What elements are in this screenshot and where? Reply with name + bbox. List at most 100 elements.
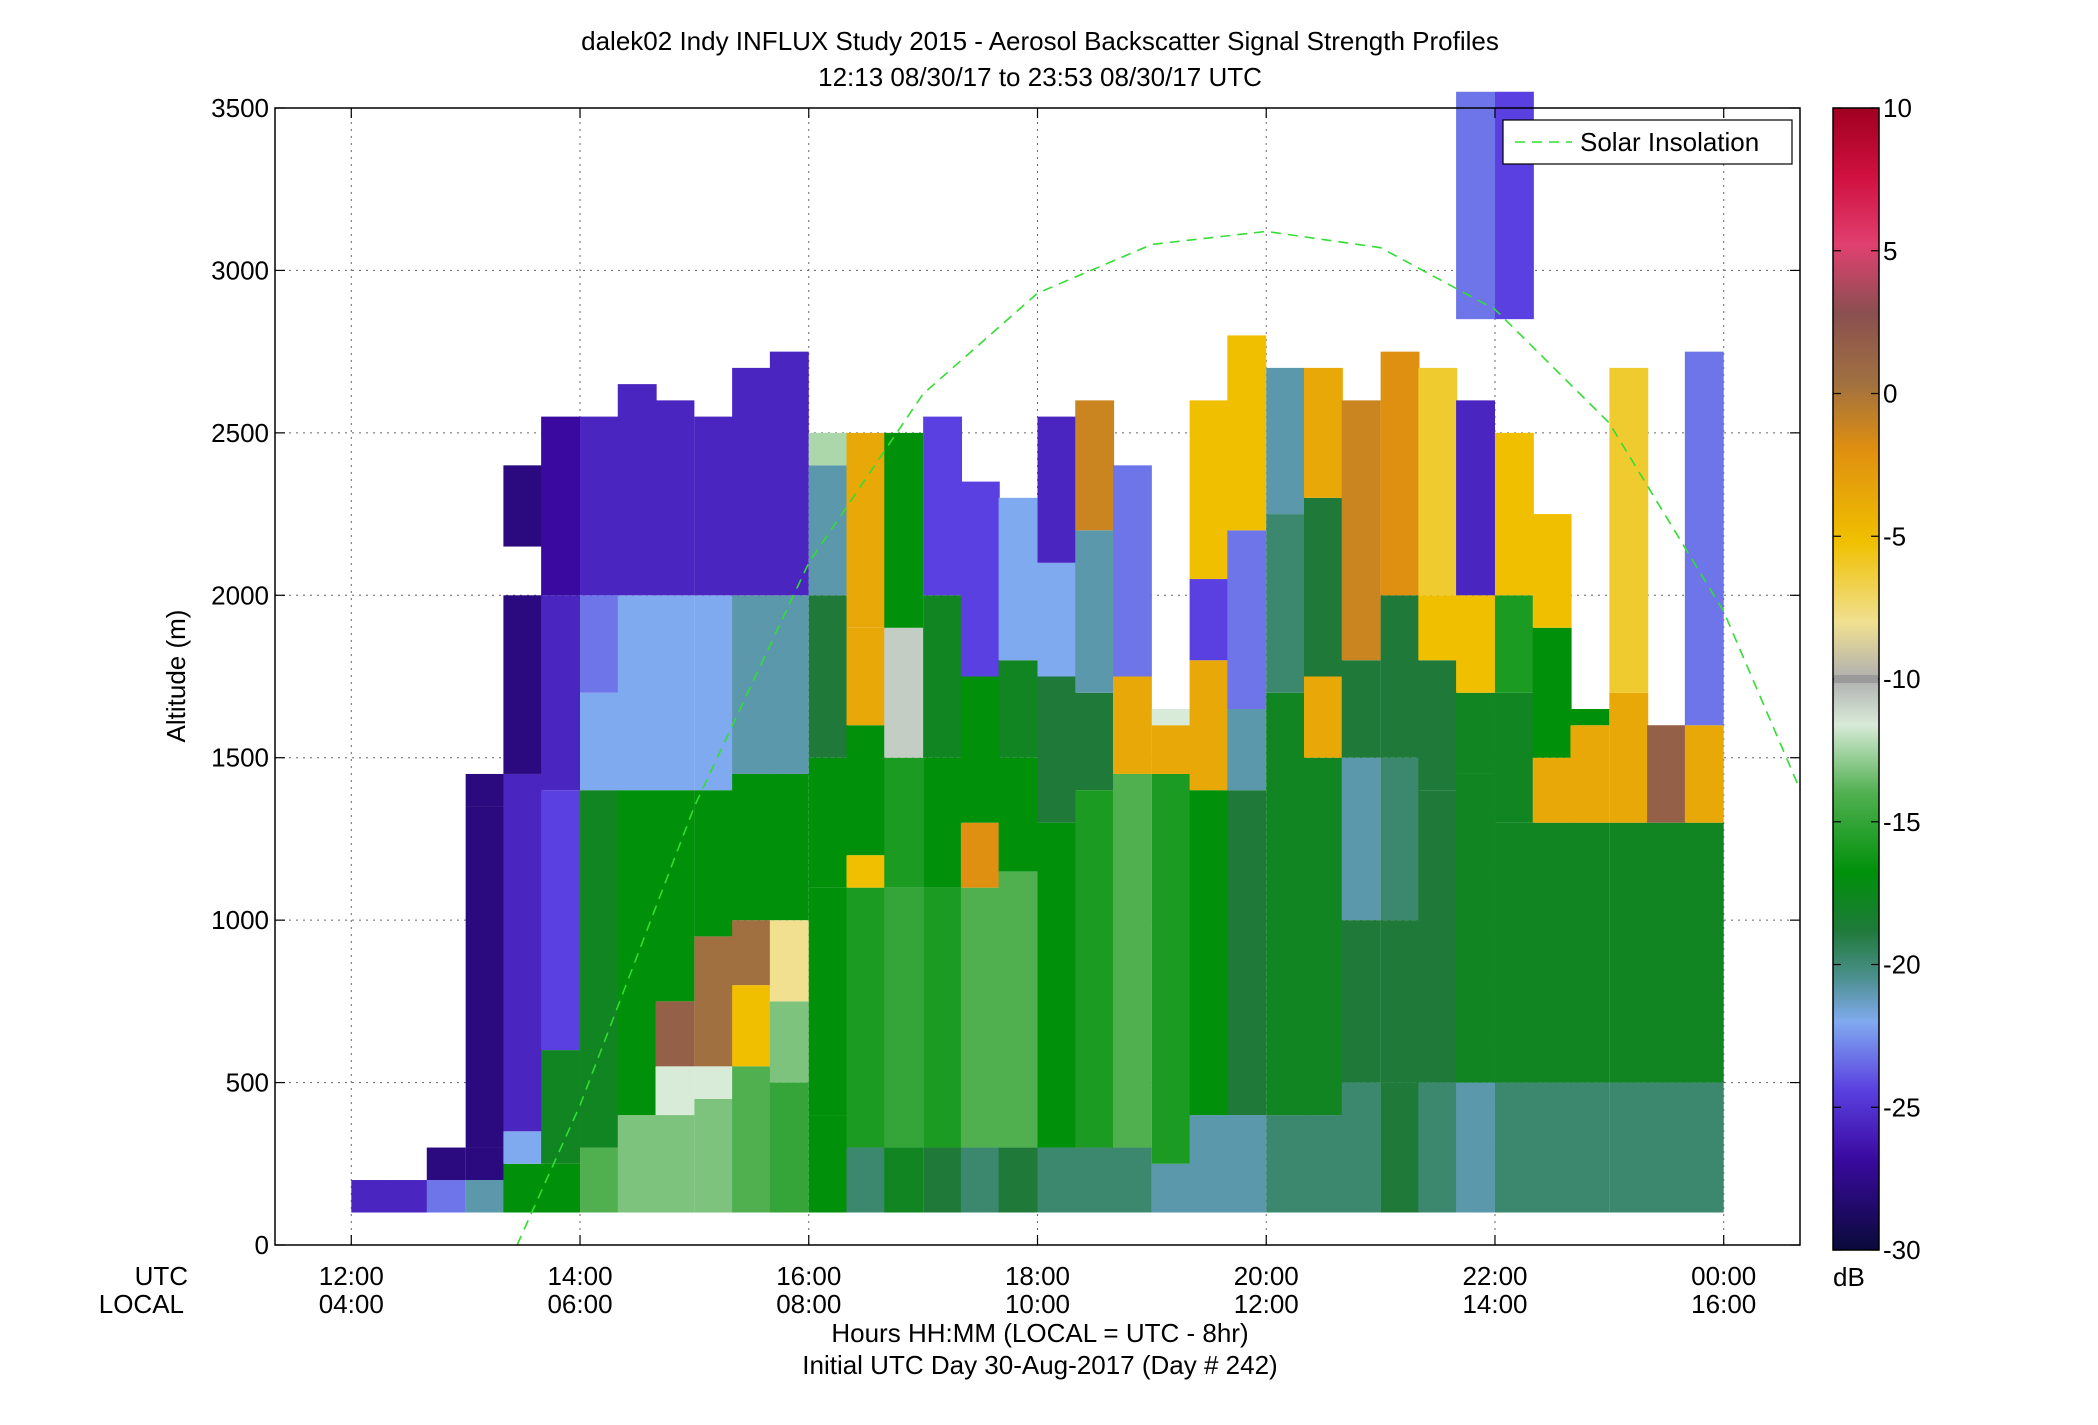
heatmap-cell xyxy=(1418,367,1458,596)
heatmap-cell xyxy=(580,416,619,596)
colorbar-ticks: 10 5 0 -5 -10 -15 -20 -25 -30 xyxy=(1833,93,1921,1265)
heatmap-cell xyxy=(655,790,695,1002)
heatmap-cell xyxy=(1532,627,1572,758)
heatmap-cell xyxy=(1037,416,1077,563)
heatmap-cell xyxy=(1037,1147,1077,1213)
heatmap-cell xyxy=(923,887,963,1148)
heatmap-cell xyxy=(1303,497,1343,677)
heatmap-cell xyxy=(1189,579,1229,661)
heatmap-cell xyxy=(503,595,543,774)
heatmap-cell xyxy=(655,1066,695,1116)
heatmap-cell xyxy=(1189,660,1229,791)
heatmap-cell xyxy=(465,1180,505,1213)
heatmap-cell xyxy=(960,676,1000,823)
y-tick-label: 3500 xyxy=(211,93,269,123)
heatmap-cell xyxy=(1380,595,1420,758)
heatmap-cell xyxy=(1151,725,1191,774)
heatmap-cell xyxy=(1532,514,1572,628)
heatmap-cell xyxy=(732,595,772,774)
heatmap-cell xyxy=(1112,676,1152,774)
heatmap-cell xyxy=(1609,1082,1649,1213)
legend-label-solar: Solar Insolation xyxy=(1580,127,1759,157)
heatmap-cell xyxy=(732,1066,772,1213)
heatmap-cell xyxy=(769,773,809,921)
heatmap-cell xyxy=(1189,790,1229,1116)
heatmap-cell xyxy=(846,725,886,856)
heatmap-cell xyxy=(846,1147,886,1213)
heatmap-cell xyxy=(655,595,695,791)
heatmap-cell xyxy=(1037,822,1077,1148)
heatmap-cell xyxy=(1341,757,1381,921)
heatmap-cell xyxy=(1227,1115,1267,1213)
heatmap-cell xyxy=(1341,400,1381,661)
heatmap-cell xyxy=(1684,822,1724,1083)
x-tick-label-utc: 12:00 xyxy=(319,1261,384,1291)
x-axis-label: Hours HH:MM (LOCAL = UTC - 8hr) xyxy=(831,1318,1248,1348)
heatmap-cell xyxy=(426,1180,466,1213)
heatmap-cell xyxy=(960,822,1000,888)
heatmap-cell xyxy=(1456,692,1495,774)
heatmap-cell xyxy=(617,790,657,1116)
x-tick-label-local: 14:00 xyxy=(1462,1289,1527,1319)
colorbar-tick-label: -30 xyxy=(1883,1235,1921,1265)
heatmap-cell xyxy=(617,595,657,791)
heatmap-cell xyxy=(503,1131,543,1164)
x-row-label-local: LOCAL xyxy=(99,1289,184,1319)
heatmap-cell xyxy=(998,497,1038,661)
heatmap-cell xyxy=(846,627,886,726)
y-tick-label: 0 xyxy=(255,1230,269,1260)
heatmap-cell xyxy=(1609,692,1649,823)
heatmap-cell xyxy=(580,595,619,693)
x-tick-label-utc: 00:00 xyxy=(1691,1261,1756,1291)
heatmap-cell xyxy=(351,1180,391,1213)
heatmap-cell xyxy=(1380,757,1420,921)
heatmap-cell xyxy=(1570,1082,1610,1213)
heatmap-cell xyxy=(998,1147,1038,1213)
heatmap-cell xyxy=(1151,708,1191,726)
heatmap-cell xyxy=(1532,822,1572,1083)
x-row-label-utc: UTC xyxy=(135,1261,188,1291)
heatmap-cell xyxy=(923,757,963,888)
heatmap-cell xyxy=(694,1098,734,1213)
heatmap-cell xyxy=(655,400,695,596)
x-tick-label-local: 04:00 xyxy=(319,1289,384,1319)
heatmap-cell xyxy=(1418,790,1458,1083)
heatmap-cell xyxy=(1266,692,1306,1116)
heatmap-cell xyxy=(1570,725,1610,823)
heatmap-cell xyxy=(1647,725,1686,823)
colorbar-tick-label: 5 xyxy=(1883,236,1897,266)
heatmap-cell xyxy=(998,660,1038,758)
heatmap-cell xyxy=(808,595,848,758)
heatmap-cell xyxy=(1494,432,1534,596)
y-tick-label: 1500 xyxy=(211,743,269,773)
y-tick-label: 3000 xyxy=(211,255,269,285)
heatmap-cell xyxy=(1418,660,1458,791)
heatmap-cell xyxy=(1341,920,1381,1083)
heatmap-cell xyxy=(1303,757,1343,1116)
heatmap-cell xyxy=(732,773,772,921)
chart-title: dalek02 Indy INFLUX Study 2015 - Aerosol… xyxy=(581,26,1499,56)
heatmap-cell xyxy=(1037,562,1077,677)
heatmap-cell xyxy=(1380,1082,1420,1213)
x-tick-label-local: 10:00 xyxy=(1005,1289,1070,1319)
heatmap-cell xyxy=(1075,400,1115,531)
legend: Solar Insolation xyxy=(1502,119,1793,165)
heatmap-cell xyxy=(1303,1115,1343,1213)
heatmap-cell xyxy=(1684,1082,1724,1213)
heatmap-cell xyxy=(465,806,505,1148)
heatmap-cell xyxy=(769,1001,809,1083)
heatmap-cell xyxy=(1494,595,1534,693)
heatmap-cell xyxy=(998,757,1038,872)
heatmap-cell xyxy=(1266,367,1306,515)
heatmap-cell xyxy=(1075,790,1115,1148)
colorbar-tick-label: -10 xyxy=(1883,664,1921,694)
heatmap-cell xyxy=(923,1147,963,1213)
heatmap-cell xyxy=(884,757,924,888)
heatmap-cell xyxy=(960,887,1000,1148)
heatmap-cell xyxy=(694,416,734,596)
heatmap-cell xyxy=(1112,465,1152,677)
heatmap-cell xyxy=(541,790,581,1051)
colorbar-tick-label: 0 xyxy=(1883,379,1897,409)
colorbar-marker xyxy=(1834,675,1878,683)
x-tick-label-utc: 18:00 xyxy=(1005,1261,1070,1291)
